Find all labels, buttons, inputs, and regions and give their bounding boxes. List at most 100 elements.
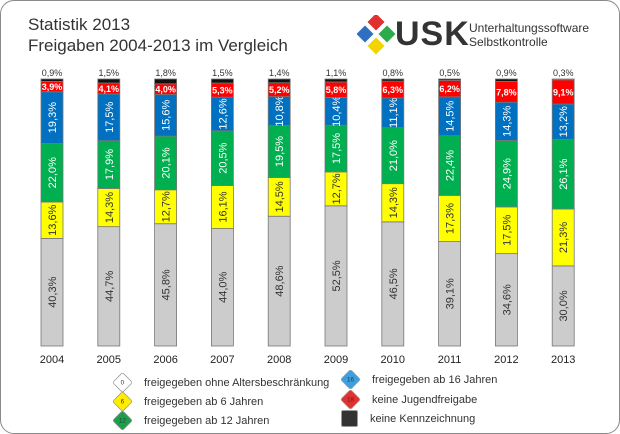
data-label: 52,5% — [331, 260, 343, 291]
data-label: 22,4% — [445, 150, 457, 181]
bar-segment — [438, 78, 462, 81]
x-tick-label: 2009 — [324, 354, 348, 366]
data-label: 22,0% — [47, 157, 59, 188]
bar-segment — [324, 78, 348, 83]
data-label: 11,1% — [388, 97, 400, 128]
data-label: 14,3% — [104, 192, 116, 223]
rating-badge-icon: 18 — [340, 389, 361, 410]
data-label: 16,1% — [217, 191, 229, 222]
x-tick-label: 2004 — [40, 354, 64, 366]
data-label: 17,5% — [331, 133, 343, 164]
data-label: 4,1% — [99, 84, 120, 94]
legend-label: freigegeben ohne Altersbeschränkung — [144, 376, 330, 389]
logo-line2: Selbstkontrolle — [469, 35, 548, 49]
data-label: 13,6% — [47, 204, 59, 235]
data-label: 10,4% — [331, 95, 343, 126]
data-label: 14,5% — [445, 100, 457, 131]
data-label: 20,5% — [217, 142, 229, 173]
data-label: 13,2% — [558, 106, 570, 137]
x-tick-label: 2008 — [267, 354, 291, 366]
x-tick-label: 2007 — [210, 354, 234, 366]
data-label: 14,3% — [388, 187, 400, 218]
usk-logo: USK Unterhaltungssoftware Selbstkontroll… — [356, 13, 607, 59]
data-label: 17,3% — [445, 203, 457, 234]
bar-segment — [494, 78, 518, 82]
data-label: 10,8% — [274, 95, 286, 126]
data-label: 30,0% — [558, 290, 570, 321]
legend-label: freigegeben ab 6 Jahren — [144, 395, 264, 408]
data-label: 0,9% — [42, 68, 63, 78]
data-label: 45,8% — [161, 269, 173, 300]
data-label: 20,1% — [161, 147, 173, 178]
data-label: 5,2% — [269, 85, 290, 95]
chart-subtitle: Freigaben 2004-2013 im Vergleich — [28, 36, 288, 55]
bar-segment — [40, 78, 64, 82]
data-label: 48,6% — [274, 265, 286, 296]
data-label: 40,3% — [47, 276, 59, 307]
bar-segment — [267, 78, 291, 84]
data-label: 14,5% — [274, 181, 286, 212]
data-label: 14,3% — [501, 106, 513, 137]
x-tick-label: 2010 — [381, 354, 405, 366]
rating-badge-icon: 6 — [112, 391, 133, 412]
data-label: 4,0% — [155, 85, 176, 95]
bar-segment — [551, 78, 575, 81]
x-tick-label: 2013 — [551, 354, 575, 366]
legend-label: freigegeben ab 12 Jahren — [144, 414, 270, 427]
data-label: 12,7% — [331, 173, 343, 204]
data-label: 1,5% — [212, 68, 233, 78]
data-label: 5,3% — [212, 86, 233, 96]
data-label: 1,1% — [326, 68, 347, 78]
bar-segment — [210, 78, 234, 84]
data-label: 0,5% — [439, 68, 460, 78]
legend-item: 16 freigegeben ab 16 Jahren — [340, 369, 498, 390]
data-label: 17,5% — [104, 102, 116, 133]
legend-label: freigegeben ab 16 Jahren — [372, 373, 498, 386]
x-tick-label: 2005 — [97, 354, 121, 366]
data-label: 39,1% — [445, 278, 457, 309]
data-label: 9,1% — [553, 87, 574, 97]
data-label: 12,6% — [217, 98, 229, 129]
legend-item: keine Kennzeichnung — [341, 410, 475, 427]
legend-label: keine Kennzeichnung — [370, 412, 476, 425]
rating-badge-icon: 12 — [112, 410, 133, 431]
data-label: 19,3% — [47, 102, 59, 133]
data-label: 7,8% — [496, 87, 517, 97]
data-label: 5,8% — [326, 85, 347, 95]
data-label: 1,8% — [155, 68, 176, 78]
data-label: 1,4% — [269, 68, 290, 78]
data-label: 6,2% — [439, 84, 460, 94]
data-label: 34,6% — [501, 284, 513, 315]
x-tick-label: 2006 — [153, 354, 177, 366]
data-label: 46,5% — [388, 268, 400, 299]
legend-item: 0 freigegeben ohne Altersbeschränkung — [112, 372, 330, 393]
legend-item: 6 freigegeben ab 6 Jahren — [112, 391, 264, 412]
data-label: 19,5% — [274, 136, 286, 167]
bar-segment — [381, 78, 405, 82]
chart-title: Statistik 2013 — [28, 15, 131, 34]
rating-badge-icon — [341, 410, 358, 427]
x-tick-label: 2011 — [438, 354, 462, 366]
data-label: 17,9% — [104, 149, 116, 180]
data-label: 12,7% — [161, 191, 173, 222]
legend-item: 18 keine Jugendfreigabe — [340, 389, 478, 410]
data-label: 21,3% — [558, 222, 570, 253]
x-tick-label: 2012 — [494, 354, 518, 366]
data-label: 0,3% — [553, 68, 574, 78]
data-label: 0,9% — [496, 68, 517, 78]
data-label: 6,3% — [383, 85, 404, 95]
logo-line1: Unterhaltungssoftware — [469, 21, 590, 35]
data-label: 21,0% — [388, 140, 400, 171]
legend-label: keine Jugendfreigabe — [372, 393, 478, 406]
data-label: 17,5% — [501, 214, 513, 245]
data-label: 24,9% — [501, 158, 513, 189]
logo-text: USK — [395, 15, 470, 53]
data-label: 3,9% — [42, 82, 63, 92]
data-label: 26,1% — [558, 158, 570, 189]
data-label: 44,0% — [217, 271, 229, 302]
data-label: 1,5% — [99, 68, 120, 78]
usk-logo-icon — [356, 13, 396, 55]
rating-badge-icon: 0 — [112, 372, 133, 393]
